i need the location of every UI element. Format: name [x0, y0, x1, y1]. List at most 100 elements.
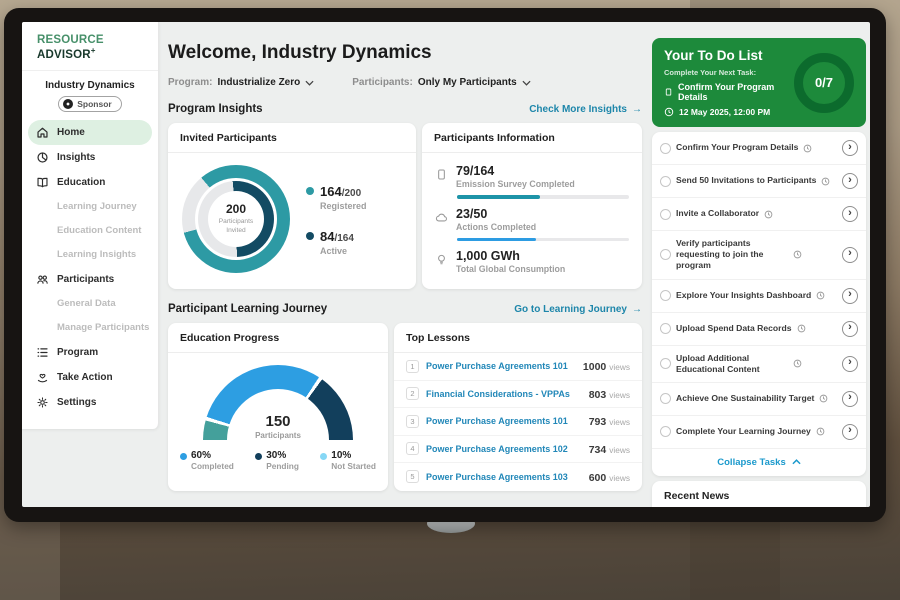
task-chevron-button[interactable]: › — [842, 320, 858, 337]
task-checkbox[interactable] — [660, 249, 671, 261]
sidebar-item-label: Home — [57, 126, 85, 138]
sidebar-item-manage-participants[interactable]: Manage Participants — [28, 316, 152, 340]
participants-filter[interactable]: Participants: Only My Participants — [352, 77, 531, 88]
clock-icon — [816, 428, 825, 436]
collapse-tasks-link[interactable]: Collapse Tasks — [652, 449, 866, 476]
chevron-down-icon — [305, 80, 314, 86]
task-label: Confirm Your Program Details — [676, 142, 799, 153]
chevron-right-icon: › — [848, 391, 852, 404]
task-row[interactable]: Confirm Your Program Details › — [652, 132, 866, 165]
clock-icon — [764, 210, 773, 218]
task-row[interactable]: Upload Additional Educational Content › — [652, 346, 866, 383]
check-more-insights-link[interactable]: Check More Insights → — [529, 104, 642, 115]
card-title: Invited Participants — [168, 123, 416, 153]
sidebar-item-participants[interactable]: Participants — [28, 267, 152, 292]
sidebar-item-label: Manage Participants — [57, 322, 150, 334]
task-checkbox[interactable] — [660, 358, 671, 370]
go-to-learning-journey-link[interactable]: Go to Learning Journey → — [514, 304, 642, 315]
education-legend: 60% Completed 30% Pending — [168, 440, 388, 481]
sidebar-item-settings[interactable]: Settings — [28, 390, 152, 415]
sponsor-badge-label: Sponsor — [77, 98, 112, 109]
task-label: Verify participants requesting to join t… — [676, 238, 764, 271]
task-checkbox[interactable] — [660, 208, 671, 220]
task-row[interactable]: Send 50 Invitations to Participants › — [652, 165, 866, 198]
arrow-right-icon: → — [632, 103, 642, 115]
task-row[interactable]: Complete Your Learning Journey › — [652, 416, 866, 449]
stat-emission-survey: 79/164 Emission Survey Completed — [435, 164, 629, 189]
sidebar-item-education[interactable]: Education — [28, 170, 152, 195]
sidebar-item-general-data[interactable]: General Data — [28, 292, 152, 316]
clock-icon — [793, 359, 802, 368]
task-row[interactable]: Achieve One Sustainability Target › — [652, 383, 866, 416]
legend-registered: 164/200 Registered — [306, 183, 367, 211]
task-chevron-button[interactable]: › — [842, 355, 858, 372]
actions-progress-bar — [457, 237, 629, 241]
participants-filter-label: Participants: — [352, 77, 413, 88]
sidebar-nav: Home Insights Education Learning Journey… — [22, 119, 158, 415]
stat-value: 23/50 — [456, 206, 488, 221]
program-insights-header: Program Insights Check More Insights → — [168, 103, 642, 115]
page-title: Welcome, Industry Dynamics — [168, 42, 432, 63]
link-label: Check More Insights — [529, 103, 627, 115]
todo-progress-ring: 0/7 — [794, 52, 854, 113]
chevron-right-icon: › — [848, 356, 852, 369]
task-checkbox[interactable] — [660, 323, 671, 335]
section-title: Participant Learning Journey — [168, 303, 328, 315]
task-checkbox[interactable] — [660, 290, 671, 302]
task-chevron-button[interactable]: › — [842, 246, 858, 263]
legend-dot — [180, 453, 187, 460]
participants-filter-value: Only My Participants — [417, 77, 517, 88]
sidebar-item-learning-insights[interactable]: Learning Insights — [28, 243, 152, 267]
task-chevron-button[interactable]: › — [842, 206, 858, 222]
lesson-rank: 3 — [406, 414, 419, 428]
lesson-link[interactable]: Financial Considerations - VPPAs — [426, 388, 570, 399]
sidebar-item-insights[interactable]: Insights — [28, 145, 152, 170]
sidebar-item-education-content[interactable]: Education Content — [28, 219, 152, 243]
lesson-rank: 4 — [406, 442, 419, 456]
task-row[interactable]: Explore Your Insights Dashboard › — [652, 280, 866, 313]
registered-value: 164 — [320, 183, 342, 199]
todo-tasks-card: Confirm Your Program Details › Send 50 I… — [652, 132, 866, 476]
legend-label: Not Started — [331, 461, 376, 471]
sidebar-item-home[interactable]: Home — [28, 119, 152, 145]
program-filter[interactable]: Program: Industrialize Zero — [168, 77, 314, 88]
sidebar-item-program[interactable]: Program — [28, 340, 152, 365]
task-checkbox[interactable] — [660, 426, 671, 438]
task-chevron-button[interactable]: › — [842, 423, 858, 440]
lesson-views: 1000 — [582, 361, 607, 374]
education-gauge: 150 Participants — [203, 365, 353, 440]
todo-column: Your To Do List Complete Your Next Task:… — [652, 38, 866, 507]
task-chevron-button[interactable]: › — [842, 390, 858, 407]
lesson-views-label: views — [609, 389, 630, 400]
brand-primary: RESOURCE — [37, 34, 104, 46]
task-label: Upload Spend Data Records — [676, 322, 792, 333]
lesson-link[interactable]: Power Purchase Agreements 101 — [426, 361, 568, 372]
lesson-link[interactable]: Power Purchase Agreements 101 — [426, 416, 568, 427]
todo-next-task: Confirm Your Program Details — [664, 82, 794, 102]
todo-due: 12 May 2025, 12:00 PM — [664, 107, 794, 117]
card-title: Education Progress — [168, 323, 388, 353]
card-title: Participants Information — [422, 123, 642, 153]
task-checkbox[interactable] — [660, 175, 671, 187]
task-chevron-button[interactable]: › — [842, 173, 858, 189]
legend-completed: 60% Completed — [180, 450, 234, 471]
stat-actions-completed: 23/50 Actions Completed — [435, 207, 629, 232]
task-checkbox[interactable] — [660, 142, 671, 154]
sidebar-item-take-action[interactable]: Take Action — [28, 365, 152, 390]
lesson-views-label: views — [609, 472, 630, 483]
lesson-link[interactable]: Power Purchase Agreements 103 — [426, 471, 568, 482]
todo-subtitle: Complete Your Next Task: — [664, 68, 757, 77]
task-chevron-button[interactable]: › — [842, 140, 858, 156]
lesson-views: 803 — [588, 388, 607, 401]
lesson-link[interactable]: Power Purchase Agreements 102 — [426, 443, 568, 454]
task-chevron-button[interactable]: › — [842, 287, 858, 304]
legend-dot — [306, 186, 314, 195]
sidebar-item-learning-journey[interactable]: Learning Journey — [28, 195, 152, 219]
task-row[interactable]: Upload Spend Data Records › — [652, 313, 866, 346]
task-checkbox[interactable] — [660, 393, 671, 405]
task-row[interactable]: Verify participants requesting to join t… — [652, 231, 866, 280]
legend-dot — [255, 453, 263, 460]
task-row[interactable]: Invite a Collaborator › — [652, 198, 866, 231]
invited-total-label-1: Participants — [218, 218, 254, 226]
todo-next-task-label: Confirm Your Program Details — [678, 82, 775, 102]
